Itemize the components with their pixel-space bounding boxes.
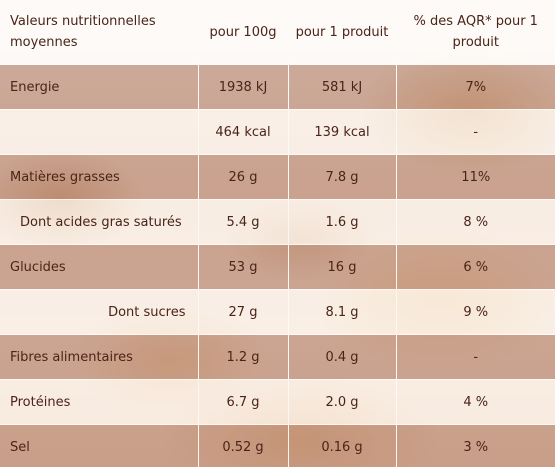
row-label: Glucides bbox=[0, 244, 199, 290]
table-row-salt: Sel 0.52 g 0.16 g 3 % bbox=[0, 424, 555, 467]
table-row-saturated-fat: Dont acides gras saturés 5.4 g 1.6 g 8 % bbox=[0, 199, 555, 245]
value-aqr: 11% bbox=[396, 154, 555, 200]
value-per-100g: 464 kcal bbox=[198, 109, 289, 155]
value-aqr: 6 % bbox=[396, 244, 555, 290]
value-per-100g: 0.52 g bbox=[198, 424, 289, 467]
table-row-fat: Matières grasses 26 g 7.8 g 11% bbox=[0, 154, 555, 200]
table-row-sugars: Dont sucres 27 g 8.1 g 9 % bbox=[0, 289, 555, 335]
row-label: Sel bbox=[0, 424, 199, 467]
value-aqr: 3 % bbox=[396, 424, 555, 467]
value-per-100g: 26 g bbox=[198, 154, 289, 200]
value-per-product: 0.4 g bbox=[288, 334, 397, 380]
value-per-100g: 1938 kJ bbox=[198, 64, 289, 110]
row-label: Fibres alimentaires bbox=[0, 334, 199, 380]
value-per-product: 1.6 g bbox=[288, 199, 397, 245]
value-per-product: 16 g bbox=[288, 244, 397, 290]
value-per-product: 0.16 g bbox=[288, 424, 397, 467]
header-per-product: pour 1 produit bbox=[288, 0, 397, 65]
value-per-product: 2.0 g bbox=[288, 379, 397, 425]
value-aqr: - bbox=[396, 109, 555, 155]
row-label: Protéines bbox=[0, 379, 199, 425]
table-row-protein: Protéines 6.7 g 2.0 g 4 % bbox=[0, 379, 555, 425]
value-aqr: 4 % bbox=[396, 379, 555, 425]
value-per-100g: 6.7 g bbox=[198, 379, 289, 425]
value-per-100g: 5.4 g bbox=[198, 199, 289, 245]
table-row-energy-kcal: 464 kcal 139 kcal - bbox=[0, 109, 555, 155]
value-aqr: 7% bbox=[396, 64, 555, 110]
value-per-product: 139 kcal bbox=[288, 109, 397, 155]
row-label: Matières grasses bbox=[0, 154, 199, 200]
table-row-fibre: Fibres alimentaires 1.2 g 0.4 g - bbox=[0, 334, 555, 380]
value-per-100g: 1.2 g bbox=[198, 334, 289, 380]
table-row-carbohydrates: Glucides 53 g 16 g 6 % bbox=[0, 244, 555, 290]
header-nutrient: Valeurs nutritionnelles moyennes bbox=[0, 0, 199, 65]
value-aqr: - bbox=[396, 334, 555, 380]
value-per-100g: 27 g bbox=[198, 289, 289, 335]
value-per-100g: 53 g bbox=[198, 244, 289, 290]
header-row: Valeurs nutritionnelles moyennes pour 10… bbox=[0, 0, 555, 65]
value-per-product: 7.8 g bbox=[288, 154, 397, 200]
header-per-100g: pour 100g bbox=[198, 0, 289, 65]
row-label: Dont acides gras saturés bbox=[0, 199, 199, 245]
value-per-product: 8.1 g bbox=[288, 289, 397, 335]
value-aqr: 8 % bbox=[396, 199, 555, 245]
value-aqr: 9 % bbox=[396, 289, 555, 335]
value-per-product: 581 kJ bbox=[288, 64, 397, 110]
row-label: Dont sucres bbox=[0, 289, 199, 335]
table-row-energy-kj: Energie 1938 kJ 581 kJ 7% bbox=[0, 64, 555, 110]
header-aqr: % des AQR* pour 1 produit bbox=[396, 0, 555, 65]
row-label: Energie bbox=[0, 64, 199, 110]
row-label bbox=[0, 109, 199, 155]
